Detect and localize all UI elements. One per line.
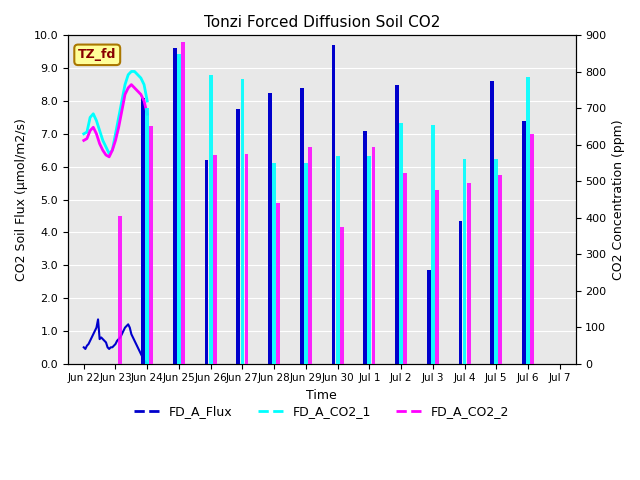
Bar xyxy=(241,79,244,364)
Bar xyxy=(205,160,209,364)
Bar xyxy=(181,42,185,364)
Bar xyxy=(395,84,399,364)
Bar xyxy=(494,159,498,364)
Bar xyxy=(490,81,494,364)
Bar xyxy=(304,163,308,364)
Bar xyxy=(403,173,407,364)
Bar xyxy=(463,159,467,364)
Bar xyxy=(372,147,376,364)
Bar xyxy=(427,270,431,364)
Bar xyxy=(458,221,462,364)
Bar xyxy=(499,175,502,364)
Title: Tonzi Forced Diffusion Soil CO2: Tonzi Forced Diffusion Soil CO2 xyxy=(204,15,440,30)
Bar xyxy=(150,126,153,364)
Bar xyxy=(530,134,534,364)
Bar xyxy=(244,154,248,364)
Bar xyxy=(332,45,335,364)
Bar xyxy=(399,123,403,364)
Bar xyxy=(272,163,276,364)
Bar xyxy=(367,156,371,364)
Bar xyxy=(364,131,367,364)
Bar xyxy=(308,147,312,364)
Bar xyxy=(300,88,303,364)
Bar xyxy=(526,77,530,364)
Bar xyxy=(268,93,272,364)
Bar xyxy=(145,108,149,364)
Bar xyxy=(173,48,177,364)
Bar xyxy=(431,125,435,364)
Bar xyxy=(467,183,470,364)
Legend: FD_A_Flux, FD_A_CO2_1, FD_A_CO2_2: FD_A_Flux, FD_A_CO2_1, FD_A_CO2_2 xyxy=(129,400,515,423)
Bar xyxy=(118,216,122,364)
Bar xyxy=(177,54,181,364)
Bar xyxy=(435,190,439,364)
Y-axis label: CO2 Soil Flux (μmol/m2/s): CO2 Soil Flux (μmol/m2/s) xyxy=(15,118,28,281)
Bar xyxy=(522,120,526,364)
Bar xyxy=(340,227,344,364)
Bar xyxy=(336,156,339,364)
Text: TZ_fd: TZ_fd xyxy=(78,48,116,61)
Bar xyxy=(236,109,240,364)
X-axis label: Time: Time xyxy=(307,389,337,402)
Bar xyxy=(141,98,145,364)
Bar xyxy=(276,203,280,364)
Bar xyxy=(213,155,217,364)
Y-axis label: CO2 Concentration (ppm): CO2 Concentration (ppm) xyxy=(612,119,625,280)
Bar xyxy=(209,75,212,364)
